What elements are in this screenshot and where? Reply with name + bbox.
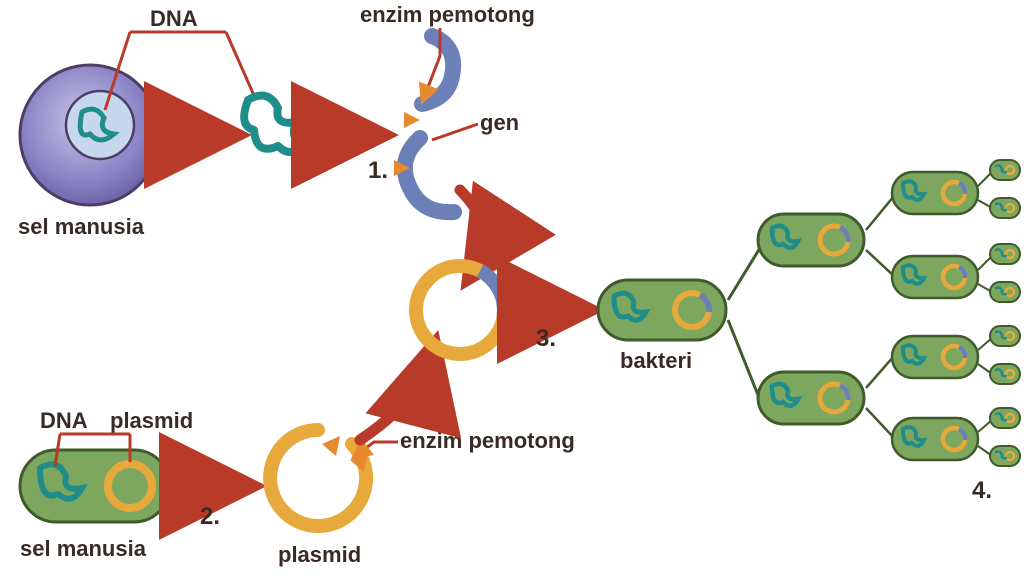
cut-plasmid: [270, 430, 368, 526]
step-2: 2.: [200, 503, 220, 530]
cut-wedge-icon: [322, 436, 340, 456]
bacteria-root: [598, 280, 726, 340]
step-3: 3.: [536, 325, 556, 352]
human-cell-bottom-label: sel manusia: [20, 536, 147, 561]
arrow-gene-to-recombinant: [460, 190, 484, 270]
branch-line: [866, 408, 894, 438]
chromosome: [394, 36, 454, 212]
extracted-dna: [244, 96, 310, 153]
bacteria-g3-group: [990, 160, 1020, 466]
dna-bottom-label: DNA: [40, 408, 88, 433]
step-4: 4.: [972, 477, 992, 504]
bacteria-legend: bakteri: [620, 348, 692, 373]
dna-top-label: DNA: [150, 6, 198, 31]
gene-pointer: [432, 124, 478, 140]
bacteria-g2-2: [892, 256, 978, 298]
bacteria-g2-4: [892, 418, 978, 460]
branch-line: [728, 248, 760, 300]
step-1: 1.: [368, 157, 388, 184]
bottom-source-bacteria: [20, 450, 170, 522]
enzyme-top-label: enzim pemotong: [360, 2, 535, 27]
bacteria-g2-1: [892, 172, 978, 214]
branch-line: [728, 320, 760, 400]
cut-wedge-icon: [404, 112, 420, 128]
bacteria-g2-3: [892, 336, 978, 378]
bacteria-g1-top: [758, 214, 864, 266]
branch-line: [866, 356, 894, 388]
branch-line: [866, 196, 894, 230]
recombinant-dna-diagram: DNA sel manusia 1. enzim pemotong gen se…: [0, 0, 1024, 576]
human-cell-top-label: sel manusia: [18, 214, 145, 239]
branch-line: [866, 250, 894, 276]
gene-label: gen: [480, 110, 519, 135]
plasmid-big-label: plasmid: [278, 542, 361, 567]
recombinant-plasmid: [416, 266, 504, 354]
plasmid-small-label: plasmid: [110, 408, 193, 433]
human-cell: [20, 65, 160, 205]
bacteria-g1-bottom: [758, 372, 864, 424]
enzyme-bottom-label: enzim pemotong: [400, 428, 575, 453]
